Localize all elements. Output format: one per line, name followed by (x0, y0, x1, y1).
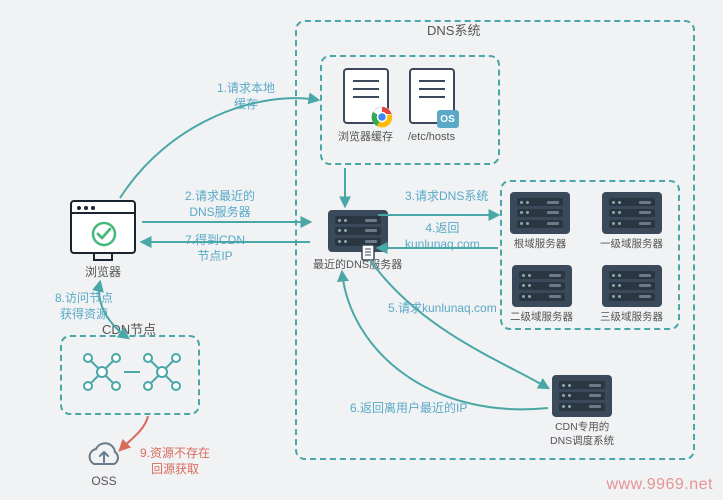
node-sld-server: 二级域服务器 (510, 265, 573, 325)
node-tld-server-label: 一级域服务器 (600, 238, 663, 252)
cloud-upload-icon (82, 440, 126, 472)
node-browser-cache: 浏览器缓存 (338, 68, 393, 144)
document-icon (343, 68, 389, 124)
edge-7-label: 7.得到CDN 节点IP (185, 232, 245, 264)
watermark: www.9969.net (606, 476, 713, 494)
node-cdn-dns: CDN专用的 DNS调度系统 (550, 375, 614, 448)
node-etc-hosts-label: /etc/hosts (408, 130, 455, 144)
os-badge: OS (437, 110, 459, 128)
node-browser-label: 浏览器 (85, 265, 121, 281)
server-icon (552, 375, 612, 417)
group-dns-system-title: DNS系统 (427, 20, 480, 39)
node-oss-label: OSS (91, 474, 116, 490)
browser-icon (70, 200, 136, 254)
edge-2-label: 2.请求最近的 DNS服务器 (185, 188, 255, 220)
mesh-icon (80, 350, 124, 394)
node-tld-server: 一级域服务器 (600, 192, 663, 252)
node-root-server-label: 根域服务器 (514, 238, 567, 252)
checkmark-icon (90, 220, 118, 248)
node-third-server-label: 三级域服务器 (600, 311, 663, 325)
node-cdn-b (140, 350, 184, 394)
node-local-dns: 最近的DNS服务器 (313, 210, 402, 272)
note-icon (361, 244, 377, 262)
server-icon (602, 265, 662, 307)
node-cdn-a (80, 350, 124, 394)
server-icon (328, 210, 388, 252)
node-cdn-dns-label: CDN专用的 DNS调度系统 (550, 421, 614, 448)
edge-9-label: 9.资源不存在 回源获取 (140, 445, 210, 477)
server-icon (602, 192, 662, 234)
mesh-icon (140, 350, 184, 394)
server-icon (512, 265, 572, 307)
node-browser: 浏览器 (70, 200, 136, 281)
node-etc-hosts: OS /etc/hosts (408, 68, 455, 144)
node-local-dns-label: 最近的DNS服务器 (313, 258, 402, 272)
node-sld-server-label: 二级域服务器 (510, 311, 573, 325)
node-browser-cache-label: 浏览器缓存 (338, 130, 393, 144)
edge-1-label: 1.请求本地 缓存 (217, 80, 275, 112)
edge-1-arrow (120, 98, 318, 198)
chrome-icon (371, 106, 393, 128)
group-cdn-nodes-title: CDN节点 (102, 319, 156, 338)
node-oss: OSS (82, 440, 126, 490)
node-third-server: 三级域服务器 (600, 265, 663, 325)
edge-8-label: 8.访问节点 获得资源 (55, 290, 113, 322)
node-root-server: 根域服务器 (510, 192, 570, 252)
server-icon (510, 192, 570, 234)
document-icon: OS (409, 68, 455, 124)
